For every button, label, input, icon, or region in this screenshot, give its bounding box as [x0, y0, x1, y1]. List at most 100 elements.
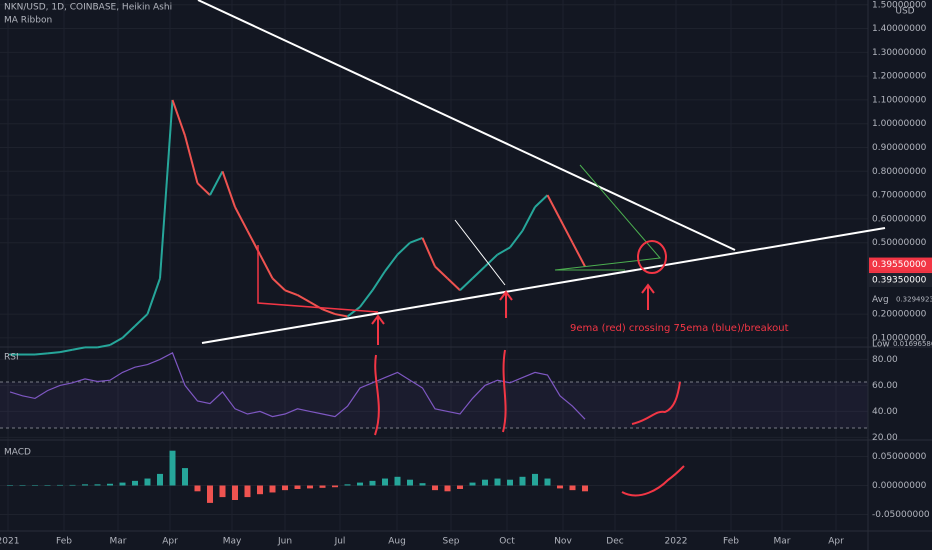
y-tick-label: 1.10000000	[872, 95, 927, 105]
macd-bar	[457, 485, 463, 489]
x-tick-label: 2021	[0, 537, 19, 547]
macd-bar	[294, 485, 301, 489]
macd-bar	[544, 478, 551, 486]
price-segment	[97, 344, 111, 349]
price-segment	[221, 170, 236, 208]
hand-drawing	[374, 349, 685, 497]
price-segment	[284, 289, 298, 296]
price-segment	[171, 99, 186, 136]
price-segment	[446, 277, 461, 292]
price-segment	[297, 294, 311, 304]
y-tick-label: 0.10000000	[872, 333, 927, 343]
macd-bar	[482, 479, 488, 486]
price-segment	[421, 237, 436, 267]
macd-bar	[232, 485, 238, 500]
x-tick-label: Oct	[499, 537, 515, 547]
macd-bar	[82, 484, 88, 486]
price-segment	[521, 206, 536, 232]
x-tick-label: Nov	[554, 537, 572, 547]
macd-bar	[32, 485, 38, 486]
macd-bar	[519, 476, 526, 486]
y-tick-label: 0.90000000	[872, 143, 927, 153]
last-price-box	[869, 257, 932, 272]
macd-bar	[7, 485, 13, 486]
macd-bar	[44, 485, 51, 486]
price-segment	[146, 278, 161, 315]
price-segment	[159, 99, 174, 279]
macd-bar	[394, 476, 401, 486]
price-segment	[509, 230, 524, 249]
macd-bar	[282, 485, 288, 491]
macd-bar	[69, 484, 76, 486]
price-segment	[259, 254, 274, 279]
price-segment	[47, 351, 61, 355]
macd-bar	[469, 482, 476, 486]
macd-bar	[169, 450, 176, 486]
pane-title: RSI	[4, 353, 19, 363]
price-segment	[559, 218, 574, 244]
macd-bar	[344, 484, 351, 486]
price-segment	[121, 325, 136, 339]
currency: USD	[895, 7, 914, 17]
trendline-upper	[197, 0, 736, 251]
macd-bar	[532, 473, 538, 486]
x-tick-label: Aug	[388, 537, 406, 547]
y-tick-label: 0.60000000	[872, 214, 927, 224]
y-tick-label: 0.05000000	[872, 452, 927, 462]
price-segment	[59, 348, 73, 354]
y-tick-label: 1.40000000	[872, 24, 927, 34]
drawing	[454, 219, 506, 286]
indicator: MA Ribbon	[4, 16, 52, 26]
y-tick-label: 0.70000000	[872, 191, 927, 201]
macd-bar	[207, 485, 213, 503]
x-tick-label: Jul	[334, 537, 346, 547]
macd-bar	[369, 480, 376, 486]
macd-bar	[444, 485, 451, 492]
rsi-band	[0, 382, 868, 428]
annotation: 9ema (red) crossing 75ema (blue)/breakou…	[570, 323, 789, 334]
macd-bar	[57, 484, 63, 486]
price-segment	[484, 253, 499, 268]
macd-bar	[432, 485, 438, 491]
low-price: 0.01696586	[893, 340, 932, 348]
x-tick-label: Jun	[277, 537, 292, 547]
price-segment	[196, 182, 211, 196]
macd-bar	[119, 482, 126, 486]
price-segment	[471, 265, 486, 280]
macd-bar	[257, 485, 263, 495]
price-segment	[109, 336, 123, 346]
price-segment	[184, 135, 199, 184]
series	[7, 99, 588, 503]
arrow	[499, 290, 513, 318]
y-tick-label: 0.50000000	[872, 238, 927, 248]
price-segment	[384, 253, 399, 272]
macd-bar	[94, 484, 101, 486]
macd-bar	[407, 479, 413, 486]
macd-bar	[332, 485, 338, 488]
macd-bar	[419, 483, 426, 486]
price-segment	[434, 265, 449, 280]
price-segment	[34, 352, 48, 356]
arrow	[371, 314, 385, 345]
macd-bar	[219, 485, 226, 498]
price-segment	[322, 308, 336, 316]
y-tick-label: 1.50000000	[872, 0, 927, 10]
price-segment	[234, 206, 249, 232]
macd-bar	[132, 480, 138, 486]
price-segment	[459, 277, 474, 292]
macd-bar	[582, 485, 588, 492]
y-tick-label: 1.20000000	[872, 72, 927, 82]
macd-bar	[107, 483, 113, 486]
trendline-lower	[201, 227, 886, 344]
macd-bar	[557, 485, 563, 489]
price-segment	[334, 313, 348, 318]
macd-bar	[569, 485, 576, 491]
y-tick-label: 60.00	[872, 381, 898, 391]
macd-bar	[244, 485, 251, 498]
low-tag: Low	[872, 340, 890, 350]
last-price: 0.39550000	[872, 260, 927, 270]
y-tick-label: 0.80000000	[872, 167, 927, 177]
avg-price: 0.32949231	[896, 295, 932, 303]
